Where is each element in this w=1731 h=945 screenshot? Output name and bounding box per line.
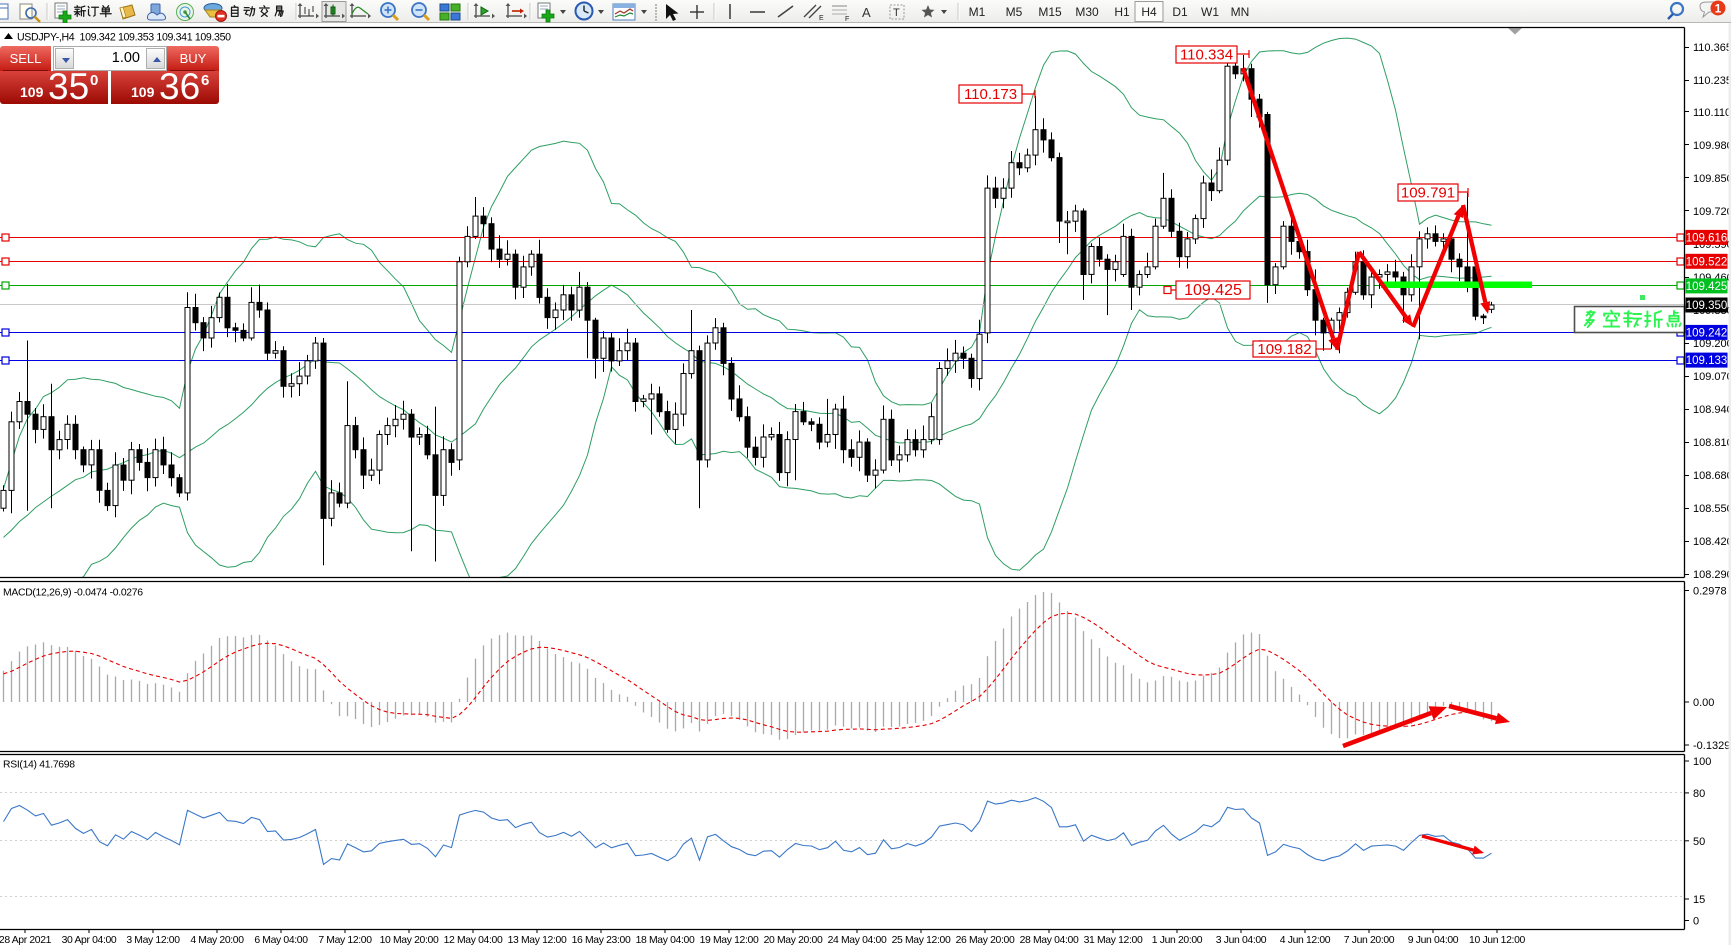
- svg-text:0: 0: [1693, 916, 1699, 928]
- svg-text:109.720: 109.720: [1693, 206, 1731, 218]
- svg-text:4 Jun 12:00: 4 Jun 12:00: [1280, 935, 1331, 945]
- svg-text:109.182: 109.182: [1257, 341, 1311, 358]
- svg-text:0.00: 0.00: [1693, 697, 1714, 709]
- svg-text:109.850: 109.850: [1693, 173, 1731, 185]
- svg-text:7 Jun 20:00: 7 Jun 20:00: [1344, 935, 1395, 945]
- svg-text:108.680: 108.680: [1693, 470, 1731, 482]
- svg-text:108.550: 108.550: [1693, 503, 1731, 515]
- svg-text:16 May 23:00: 16 May 23:00: [572, 935, 631, 945]
- svg-text:110.235: 110.235: [1693, 75, 1731, 87]
- svg-text:RSI(14) 41.7698: RSI(14) 41.7698: [3, 760, 75, 771]
- svg-text:13 May 12:00: 13 May 12:00: [508, 935, 567, 945]
- svg-text:110.334: 110.334: [1180, 47, 1233, 64]
- svg-text:T: T: [893, 7, 900, 19]
- svg-text:M30: M30: [1075, 5, 1099, 19]
- svg-text:25 May 12:00: 25 May 12:00: [892, 935, 951, 945]
- svg-text:D1: D1: [1172, 5, 1188, 19]
- svg-text:109.616: 109.616: [1686, 232, 1728, 244]
- svg-text:108.940: 108.940: [1693, 404, 1731, 416]
- svg-text:110.173: 110.173: [964, 86, 1017, 103]
- svg-text:19 May 12:00: 19 May 12:00: [700, 935, 759, 945]
- svg-text:6 May 04:00: 6 May 04:00: [254, 935, 308, 945]
- svg-text:31 May 12:00: 31 May 12:00: [1084, 935, 1143, 945]
- svg-text:109.425: 109.425: [1686, 281, 1728, 293]
- svg-text:H4: H4: [1141, 5, 1157, 19]
- svg-text:7 May 12:00: 7 May 12:00: [318, 935, 372, 945]
- svg-text:M1: M1: [969, 5, 986, 19]
- svg-text:28 Apr 2021: 28 Apr 2021: [0, 935, 52, 945]
- svg-text:MN: MN: [1231, 5, 1250, 19]
- svg-text:W1: W1: [1201, 5, 1219, 19]
- svg-text:20 May 20:00: 20 May 20:00: [764, 935, 823, 945]
- svg-text:26 May 20:00: 26 May 20:00: [956, 935, 1015, 945]
- svg-text:109.350: 109.350: [1686, 300, 1728, 312]
- svg-text:10 Jun 12:00: 10 Jun 12:00: [1469, 935, 1525, 945]
- svg-text:24 May 04:00: 24 May 04:00: [828, 935, 887, 945]
- svg-text:15: 15: [1693, 894, 1705, 906]
- svg-text:4 May 20:00: 4 May 20:00: [190, 935, 244, 945]
- svg-text:3 May 12:00: 3 May 12:00: [126, 935, 180, 945]
- svg-text:MACD(12,26,9) -0.0474 -0.0276: MACD(12,26,9) -0.0474 -0.0276: [3, 588, 143, 599]
- svg-text:100: 100: [1693, 756, 1711, 768]
- svg-text:0.2978: 0.2978: [1693, 586, 1727, 598]
- svg-text:108.290: 108.290: [1693, 569, 1731, 581]
- svg-text:28 May 04:00: 28 May 04:00: [1020, 935, 1079, 945]
- svg-text:109.242: 109.242: [1686, 327, 1728, 339]
- svg-text:109.522: 109.522: [1686, 256, 1728, 268]
- svg-text:-0.1329: -0.1329: [1693, 740, 1730, 752]
- svg-text:30 Apr 04:00: 30 Apr 04:00: [62, 935, 117, 945]
- svg-text:50: 50: [1693, 836, 1705, 848]
- svg-text:12 May 04:00: 12 May 04:00: [444, 935, 503, 945]
- svg-text:110.110: 110.110: [1693, 107, 1731, 119]
- svg-text:109.200: 109.200: [1693, 338, 1731, 350]
- svg-text:M5: M5: [1006, 5, 1023, 19]
- svg-text:109.980: 109.980: [1693, 140, 1731, 152]
- svg-text:10 May 20:00: 10 May 20:00: [380, 935, 439, 945]
- svg-text:110.365: 110.365: [1693, 42, 1731, 54]
- svg-text:USDJPY-,H4 109.342 109.353 10: USDJPY-,H4 109.342 109.353 109.341 109.3…: [17, 32, 231, 44]
- svg-text:18 May 04:00: 18 May 04:00: [636, 935, 695, 945]
- svg-text:109.133: 109.133: [1686, 355, 1728, 367]
- svg-text:E: E: [819, 15, 824, 22]
- svg-text:A: A: [862, 5, 871, 20]
- svg-text:1: 1: [1715, 2, 1722, 16]
- svg-text:109.791: 109.791: [1401, 185, 1455, 202]
- svg-text:9 Jun 04:00: 9 Jun 04:00: [1408, 935, 1459, 945]
- svg-text:M15: M15: [1038, 5, 1062, 19]
- svg-text:109.070: 109.070: [1693, 371, 1731, 383]
- svg-text:3 Jun 04:00: 3 Jun 04:00: [1216, 935, 1267, 945]
- svg-text:108.420: 108.420: [1693, 536, 1731, 548]
- svg-text:F: F: [845, 16, 849, 23]
- svg-text:108.810: 108.810: [1693, 437, 1731, 449]
- svg-text:109.425: 109.425: [1184, 282, 1242, 299]
- svg-text:H1: H1: [1114, 5, 1130, 19]
- svg-text:80: 80: [1693, 788, 1705, 800]
- svg-text:1 Jun 20:00: 1 Jun 20:00: [1152, 935, 1203, 945]
